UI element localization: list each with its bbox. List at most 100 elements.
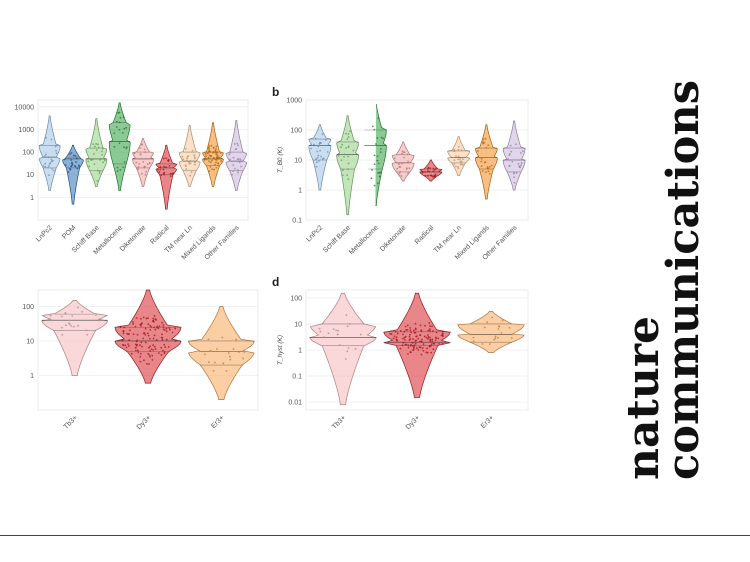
data-point [126, 332, 129, 335]
data-point [441, 332, 444, 335]
data-point [419, 346, 422, 349]
data-point [398, 174, 401, 177]
data-point [319, 149, 321, 152]
data-point [411, 342, 414, 344]
data-point [237, 171, 239, 174]
data-point [91, 158, 94, 161]
violin-pom [62, 144, 84, 205]
data-point [214, 361, 216, 364]
violin-metallocene [108, 102, 131, 191]
violin-other-families [225, 120, 248, 191]
data-point [320, 155, 322, 158]
data-point [335, 329, 338, 332]
data-point [508, 153, 511, 155]
data-point [427, 334, 429, 336]
y-tick-label: 10000 [15, 104, 35, 111]
data-point [144, 151, 147, 154]
data-point [412, 329, 415, 332]
data-point [164, 329, 166, 331]
data-point [215, 161, 217, 164]
data-point [148, 337, 151, 340]
data-point [345, 358, 347, 360]
violin-body [202, 122, 224, 187]
data-point [117, 112, 119, 114]
data-point [88, 165, 91, 168]
violin-diketonate [132, 138, 154, 187]
data-point [508, 326, 511, 329]
data-point [232, 170, 235, 172]
data-point [45, 153, 47, 156]
data-point [427, 336, 430, 338]
data-point [511, 160, 514, 163]
data-point [113, 132, 116, 135]
data-point [507, 158, 509, 160]
data-point [148, 354, 151, 356]
data-point [139, 344, 141, 346]
data-point [139, 360, 142, 363]
data-point [116, 120, 118, 123]
data-point [317, 145, 320, 148]
data-point [101, 154, 103, 156]
data-point [349, 130, 352, 132]
data-point [373, 163, 376, 166]
data-point [233, 143, 236, 145]
data-point [49, 314, 52, 317]
data-point [220, 160, 223, 162]
data-point [346, 138, 349, 140]
data-point [132, 321, 134, 323]
data-point [409, 344, 412, 347]
data-point [345, 132, 347, 135]
data-point [121, 339, 124, 342]
data-point [454, 165, 457, 168]
data-point [341, 143, 344, 146]
data-point [141, 322, 143, 325]
data-point [76, 306, 79, 309]
data-point [422, 349, 425, 352]
data-point [434, 339, 437, 342]
data-point [191, 149, 194, 152]
data-point [453, 163, 456, 165]
data-point [127, 345, 130, 347]
data-point [68, 323, 71, 325]
data-point [480, 165, 483, 168]
data-point [118, 142, 121, 145]
data-point [435, 337, 438, 340]
data-point [522, 150, 524, 153]
data-point [423, 335, 426, 338]
data-point [421, 338, 424, 341]
data-point [483, 326, 486, 329]
data-point [77, 324, 79, 327]
data-point [148, 162, 151, 165]
data-point [229, 151, 231, 154]
data-point [146, 363, 148, 365]
data-point [487, 144, 490, 147]
data-point [347, 162, 350, 165]
x-tick-label: Diketonate [379, 224, 408, 253]
violin-body [62, 144, 84, 205]
data-point [376, 182, 379, 185]
data-point [55, 152, 58, 155]
data-point [214, 163, 216, 166]
data-point [69, 153, 71, 156]
violin-body [41, 300, 109, 376]
data-point [128, 333, 130, 335]
data-point [165, 327, 168, 330]
data-point [413, 345, 415, 348]
brand-line-communications: communications [658, 80, 706, 480]
data-point [174, 327, 177, 330]
data-point [429, 338, 432, 341]
data-point [494, 337, 497, 340]
data-point [119, 168, 122, 171]
data-point [352, 149, 355, 152]
data-point [239, 160, 242, 163]
data-point [144, 173, 147, 176]
data-point [97, 143, 99, 146]
data-point [410, 351, 412, 354]
data-point [419, 324, 422, 327]
data-point [139, 147, 142, 150]
data-point [420, 353, 423, 356]
data-point [158, 352, 160, 354]
panel-c: 1 10 100 Tb3+ Dy3+ Er3+ [22, 289, 259, 431]
data-point [162, 328, 165, 331]
